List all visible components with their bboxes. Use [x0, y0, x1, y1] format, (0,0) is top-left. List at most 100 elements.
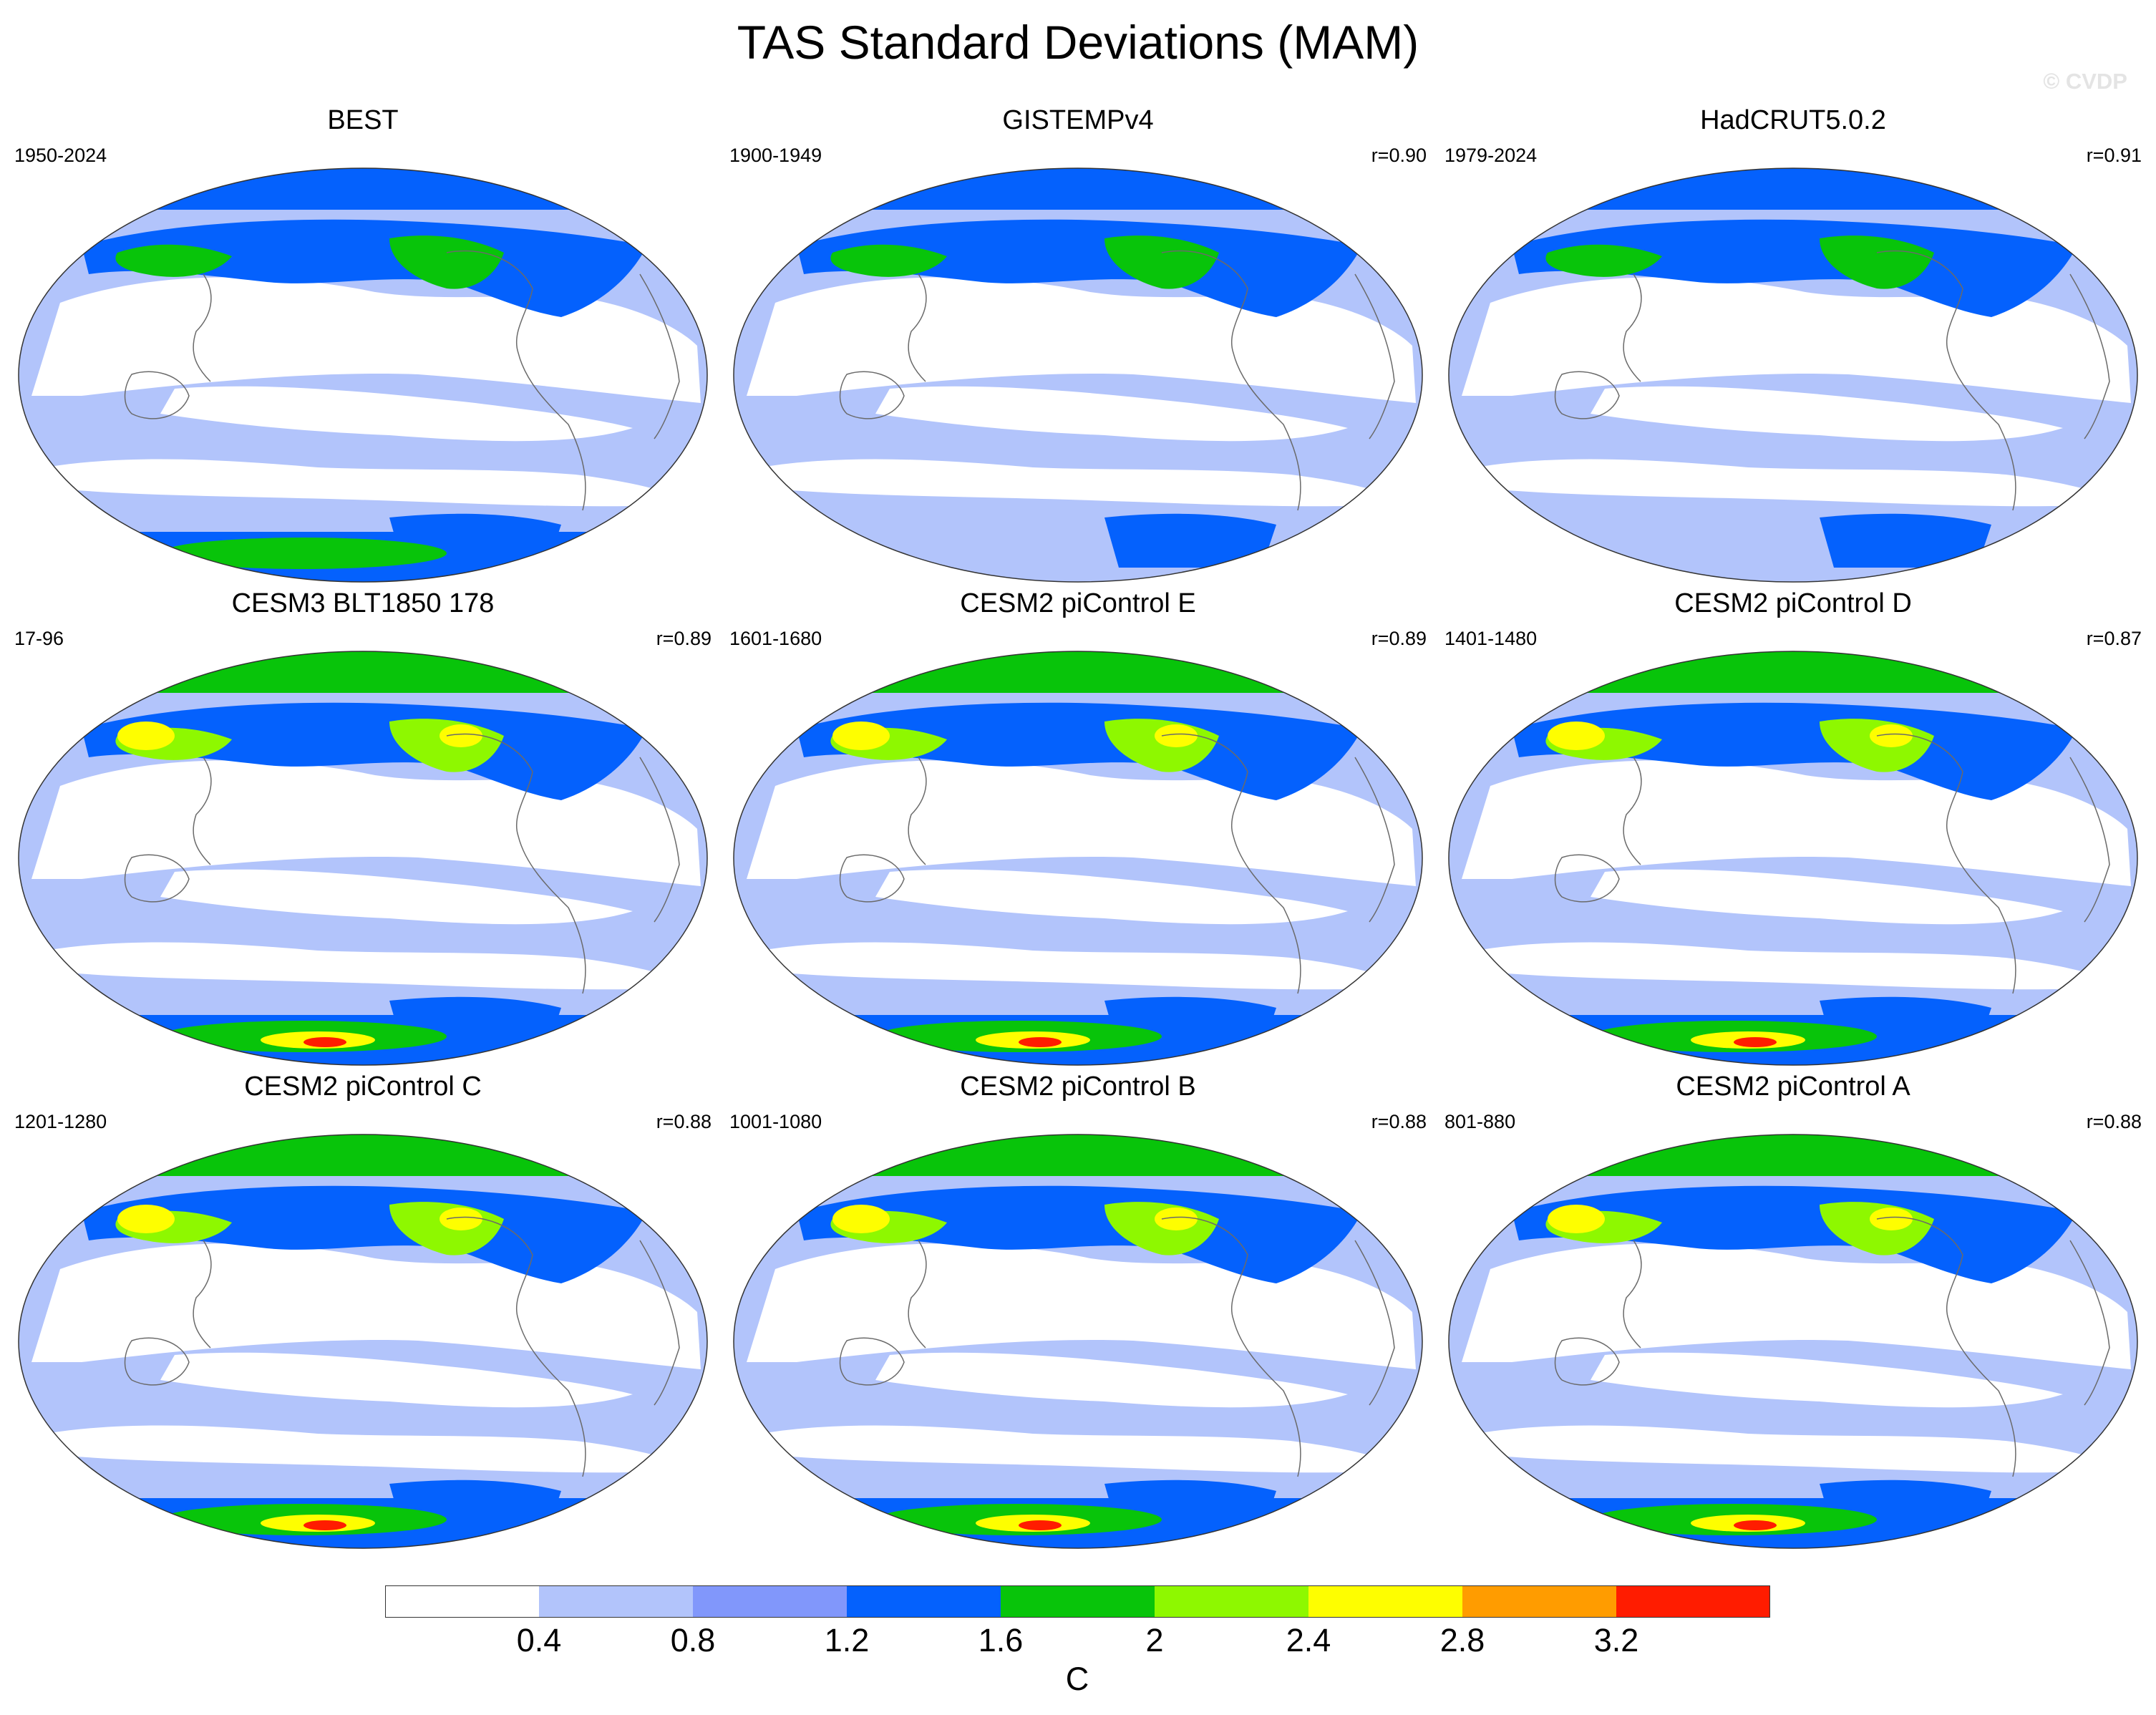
antarctic-max	[1019, 1520, 1062, 1530]
panel-title: CESM2 piControl D	[1674, 588, 1912, 618]
high-variance-region	[797, 702, 1362, 800]
coastline	[124, 854, 190, 903]
arctic-band	[1449, 1135, 2137, 1176]
map-panel: CESM2 piControl C 1201-1280 r=0.88	[9, 1070, 717, 1550]
map-outline	[733, 167, 1423, 583]
low-variance-region	[1591, 1352, 2063, 1408]
map-panel: CESM2 piControl A 801-880 r=0.88	[1439, 1070, 2147, 1550]
panel-correlation: r=0.90	[1371, 145, 1427, 166]
panel-period: 801-880	[1444, 1111, 1516, 1132]
colorbar-tick-label: 2.8	[1439, 1622, 1485, 1658]
antarctic-max	[1734, 1520, 1777, 1530]
antarctic-max	[304, 1037, 346, 1047]
arctic-band	[19, 651, 707, 693]
coastline	[446, 733, 586, 994]
map-outline	[18, 651, 708, 1066]
high-variance-region	[1104, 513, 1276, 568]
arctic-band	[734, 1135, 1422, 1176]
panel-correlation: r=0.88	[1371, 1111, 1427, 1132]
very-high-variance-region	[1545, 244, 1662, 277]
coastline	[908, 757, 927, 865]
coastline	[639, 757, 680, 923]
arctic-band	[1449, 651, 2137, 693]
low-variance-region	[761, 459, 1405, 507]
low-variance-region	[761, 1425, 1405, 1473]
map-field	[19, 1135, 707, 1548]
map-outline	[733, 651, 1423, 1066]
colorbar-swatch	[1308, 1585, 1463, 1618]
low-variance-region	[1591, 869, 2063, 925]
panel-title: HadCRUT5.0.2	[1700, 105, 1886, 135]
map-panel: CESM2 piControl D 1401-1480 r=0.87	[1439, 587, 2147, 1067]
panel-title: CESM3 BLT1850 178	[231, 588, 495, 618]
high-variance-region	[1512, 219, 2077, 317]
panel-title: GISTEMPv4	[1002, 105, 1154, 135]
panel-correlation: r=0.88	[2086, 1111, 2142, 1132]
colorbar	[385, 1585, 1770, 1618]
panel-title: CESM2 piControl B	[960, 1072, 1196, 1102]
arctic-band	[734, 168, 1422, 210]
arctic-band	[19, 1135, 707, 1176]
coastline	[639, 1240, 680, 1406]
coastline	[1354, 757, 1395, 923]
coastline	[839, 854, 905, 903]
panel-title: CESM2 piControl A	[1676, 1072, 1910, 1102]
panel-correlation: r=0.88	[656, 1111, 712, 1132]
coastline	[2069, 757, 2110, 923]
very-high-variance-region	[1104, 235, 1219, 289]
very-high-variance-region	[1820, 235, 1934, 289]
robinson-map	[18, 167, 708, 583]
peak-variance-region	[117, 1205, 175, 1233]
map-outline	[1448, 1134, 2138, 1549]
map-outline	[1448, 167, 2138, 583]
map-outline	[1448, 651, 2138, 1066]
high-variance-region	[797, 219, 1362, 317]
colorbar-units: C	[1065, 1661, 1089, 1697]
map-outline	[733, 1134, 1423, 1549]
panel-period: 1950-2024	[14, 145, 107, 166]
colorbar-swatch	[693, 1585, 848, 1618]
low-variance-region	[1476, 942, 2120, 990]
high-variance-region	[82, 1185, 647, 1283]
coastline	[1354, 273, 1395, 439]
low-variance-region	[1591, 386, 2063, 442]
map-field	[734, 651, 1422, 1065]
panel-period: 1979-2024	[1444, 145, 1538, 166]
robinson-map	[1448, 167, 2138, 583]
robinson-map	[18, 1134, 708, 1549]
panel-correlation: r=0.89	[656, 628, 712, 649]
colorbar-tick-label: 2.4	[1286, 1622, 1331, 1658]
panel-correlation: r=0.87	[2086, 628, 2142, 649]
very-high-variance-region	[389, 235, 504, 289]
antarctic-max	[304, 1520, 346, 1530]
map-field	[19, 168, 707, 582]
peak-variance-region	[1548, 1205, 1605, 1233]
panel-period: 1201-1280	[14, 1111, 107, 1132]
panel-correlation: r=0.89	[1371, 628, 1427, 649]
coastline	[639, 273, 680, 439]
map-field	[734, 1135, 1422, 1548]
high-variance-region	[1512, 702, 2077, 800]
low-variance-region	[1476, 459, 2120, 507]
colorbar-swatch	[385, 1585, 540, 1618]
colorbar-outline	[385, 1585, 1770, 1618]
high-variance-region	[1820, 513, 1991, 568]
low-variance-region	[160, 1352, 633, 1408]
colorbar-tick-label: 1.6	[978, 1622, 1024, 1658]
coastline	[908, 273, 927, 382]
coastline	[839, 371, 905, 419]
coastline	[193, 273, 212, 382]
high-variance-region	[797, 1185, 1362, 1283]
coastline	[1623, 273, 1642, 382]
peak-variance-region	[832, 722, 890, 750]
coastline	[1623, 1240, 1642, 1349]
map-panel: CESM2 piControl E 1601-1680 r=0.89	[724, 587, 1432, 1067]
coastline	[2069, 1240, 2110, 1406]
figure-title: TAS Standard Deviations (MAM)	[737, 16, 1419, 69]
robinson-map	[18, 651, 708, 1066]
coastline	[446, 1216, 586, 1477]
coastline	[1161, 1216, 1301, 1477]
peak-variance-region	[440, 1208, 482, 1230]
colorbar-swatch	[1155, 1585, 1309, 1618]
colorbar-tick-label: 1.2	[824, 1622, 870, 1658]
